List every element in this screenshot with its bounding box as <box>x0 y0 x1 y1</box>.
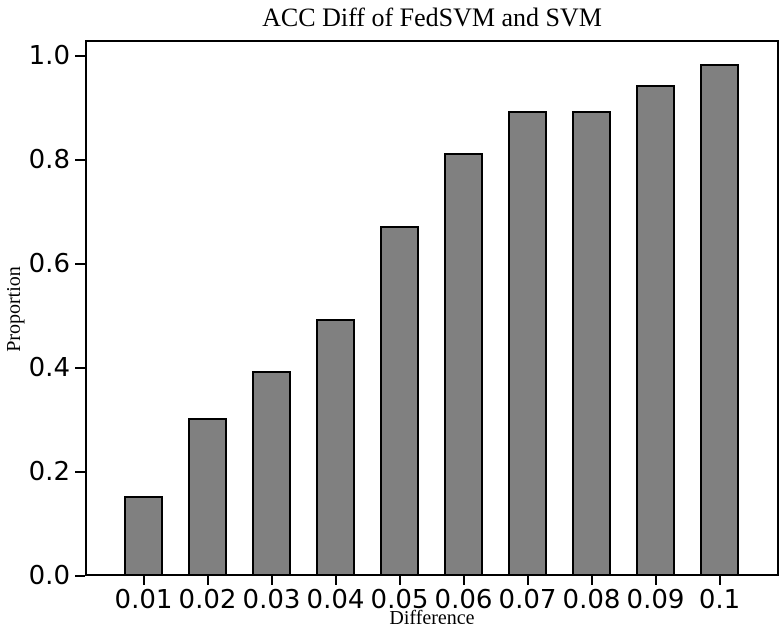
bar-0.04 <box>316 319 355 574</box>
bar-0.02 <box>188 418 227 574</box>
y-axis-label: Proportion <box>3 266 25 352</box>
x-tick-label-0.02: 0.02 <box>178 585 237 615</box>
chart-title: ACC Diff of FedSVM and SVM <box>262 3 602 32</box>
bar-0.08 <box>572 111 611 574</box>
y-tick-mark-0.8 <box>75 159 85 161</box>
y-tick-mark-0.2 <box>75 471 85 473</box>
x-tick-label-0.03: 0.03 <box>242 585 301 615</box>
bar-0.06 <box>444 153 483 574</box>
x-tick-mark-0.08 <box>590 576 593 585</box>
x-tick-label-0.05: 0.05 <box>370 585 429 615</box>
x-tick-label-0.07: 0.07 <box>498 585 557 615</box>
x-tick-label-0.06: 0.06 <box>434 585 493 615</box>
y-tick-mark-0.4 <box>75 367 85 369</box>
bar-0.01 <box>124 496 163 574</box>
x-tick-mark-0.01 <box>142 576 145 585</box>
bar-0.05 <box>380 226 419 574</box>
plot-area <box>85 40 779 576</box>
y-tick-label-0.8: 0.8 <box>28 145 70 175</box>
x-tick-label-0.08: 0.08 <box>562 585 621 615</box>
x-tick-mark-0.03 <box>270 576 273 585</box>
y-tick-mark-1.0 <box>75 55 85 57</box>
y-tick-mark-0.0 <box>75 575 85 577</box>
x-tick-mark-0.05 <box>398 576 401 585</box>
x-axis-label: Difference <box>389 607 475 629</box>
bar-0.03 <box>252 371 291 574</box>
x-tick-label-0.01: 0.01 <box>114 585 173 615</box>
bar-0.09 <box>636 85 675 574</box>
x-tick-label-0.04: 0.04 <box>306 585 365 615</box>
y-tick-label-0.0: 0.0 <box>28 561 70 591</box>
y-tick-label-0.2: 0.2 <box>28 457 70 487</box>
x-tick-mark-0.07 <box>526 576 529 585</box>
x-tick-mark-0.09 <box>654 576 657 585</box>
y-tick-label-1.0: 1.0 <box>28 41 70 71</box>
x-tick-label-0.1: 0.1 <box>698 585 741 615</box>
y-tick-label-0.4: 0.4 <box>28 353 70 383</box>
x-tick-mark-0.02 <box>206 576 209 585</box>
x-tick-label-0.09: 0.09 <box>626 585 685 615</box>
bar-0.07 <box>508 111 547 574</box>
x-tick-mark-0.1 <box>718 576 721 585</box>
y-tick-label-0.6: 0.6 <box>28 249 70 279</box>
bar-0.1 <box>700 64 739 574</box>
x-tick-mark-0.06 <box>462 576 465 585</box>
y-tick-mark-0.6 <box>75 263 85 265</box>
x-tick-mark-0.04 <box>334 576 337 585</box>
